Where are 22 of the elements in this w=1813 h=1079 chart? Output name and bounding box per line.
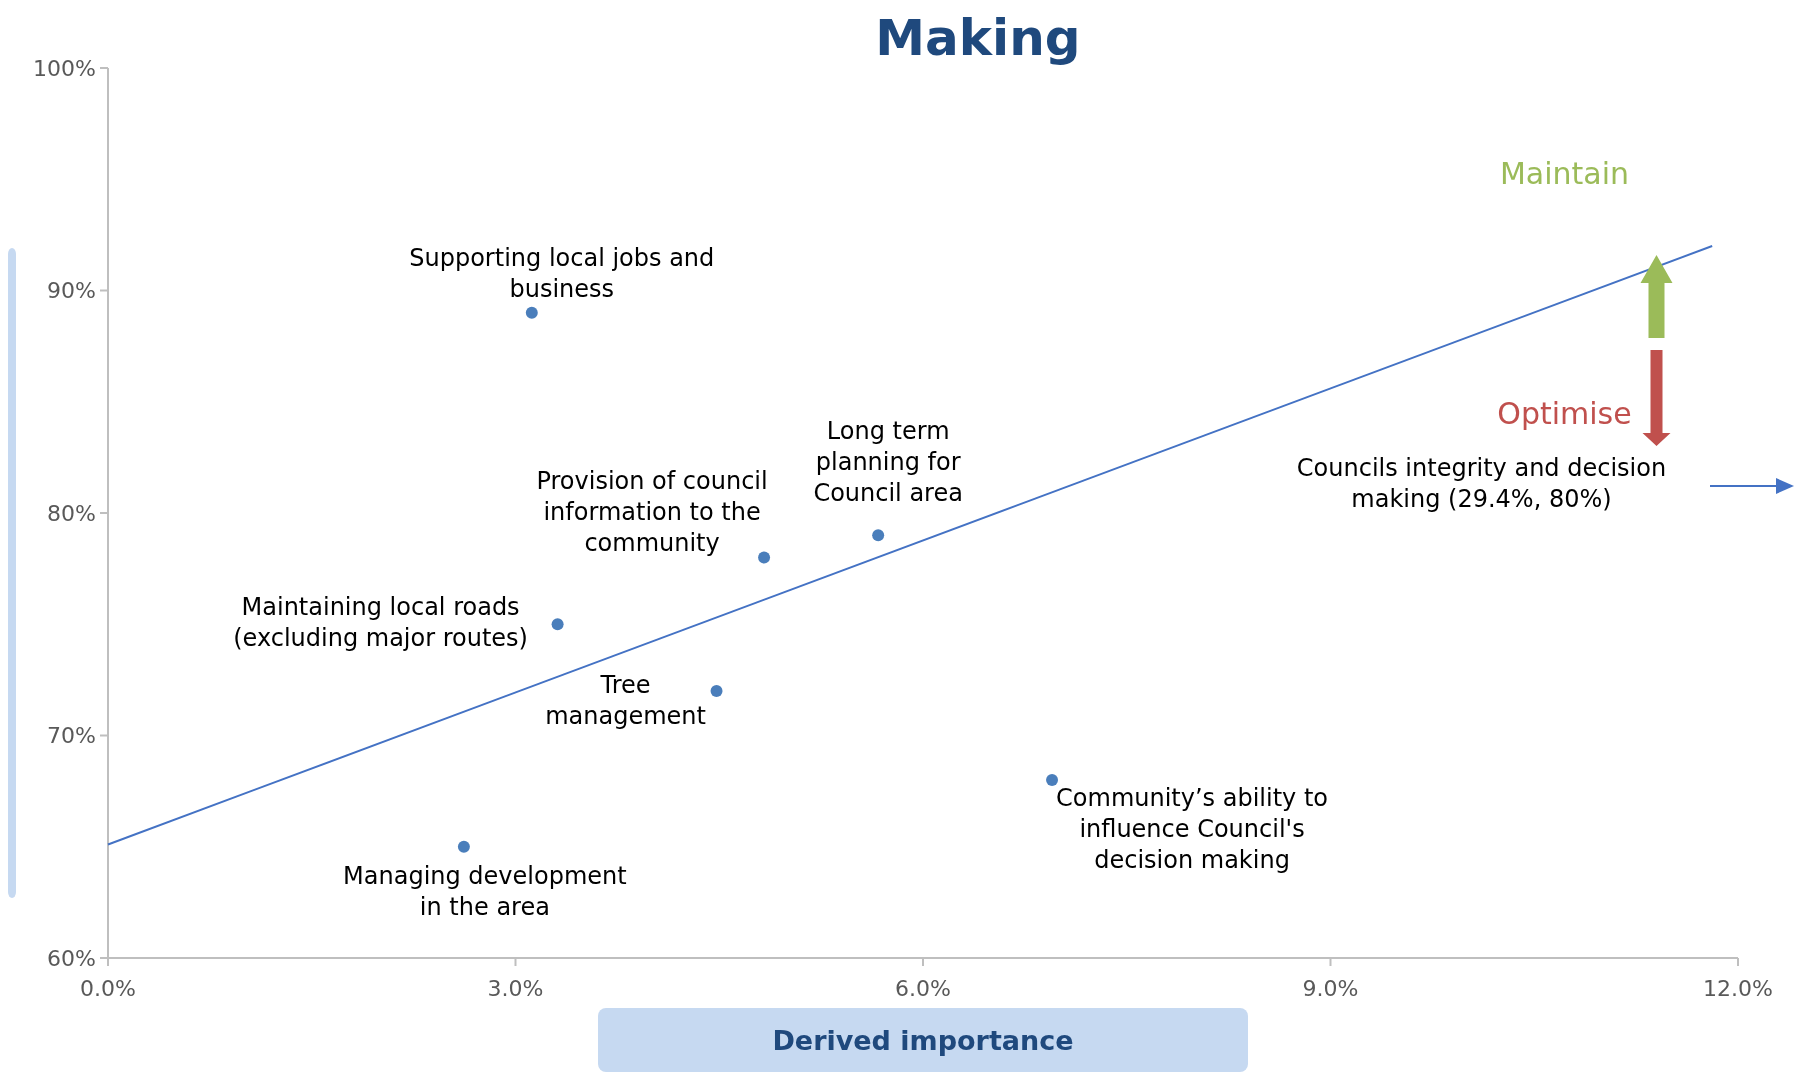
y-tick-label: 70% (47, 723, 96, 748)
y-tick-label: 90% (47, 278, 96, 303)
x-tick-label: 9.0% (1302, 975, 1359, 1001)
y-tick-label: 80% (47, 500, 96, 526)
annotation: Managing development in the area (343, 861, 627, 921)
annotation: Community’s ability to influence Council's decision making (1056, 784, 1329, 874)
annotation: Supporting local jobs and business (409, 243, 715, 303)
y-tick-label: 60% (47, 945, 96, 971)
annotation: Maintaining local roads (excluding major routes) (233, 593, 528, 653)
y-tick-label: 100% (33, 55, 96, 81)
annotation: Councils integrity and decision making (29.4%, 80%) (1296, 454, 1667, 513)
annotation: Long term planning for Council area (813, 417, 963, 508)
x-tick-label: 12.0% (1703, 975, 1773, 1001)
annotation: Optimise (1497, 395, 1632, 431)
chart-title: Making (875, 9, 1081, 67)
x-axis-title: Derived importance (772, 1024, 1074, 1056)
x-tick-label: 0.0% (80, 975, 136, 1001)
annotation: Provision of council information to the community (536, 466, 768, 557)
x-tick-label: 6.0% (895, 975, 951, 1001)
annotation: Tree management (545, 671, 706, 730)
annotation: Maintain (1499, 155, 1630, 191)
x-tick-label: 3.0% (487, 975, 544, 1001)
